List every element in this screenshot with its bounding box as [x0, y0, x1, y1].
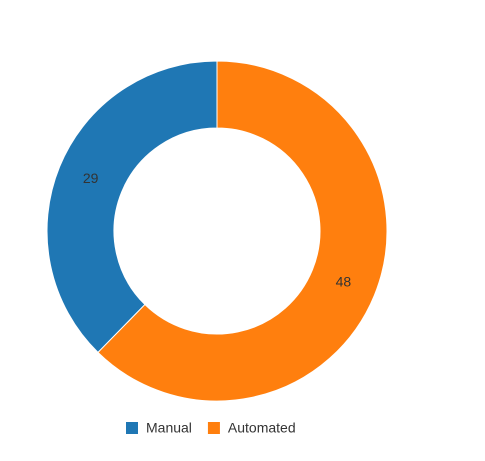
legend-swatch[interactable] — [207, 422, 220, 434]
value-label: 29 — [83, 170, 99, 186]
legend: Manual Automated — [126, 420, 296, 436]
wedge — [97, 60, 388, 402]
legend-swatch[interactable] — [126, 422, 138, 434]
legend-label[interactable]: Automated — [228, 420, 296, 436]
value-label: 48 — [336, 273, 352, 289]
donut: 29 48 — [46, 60, 388, 402]
wedge — [46, 60, 218, 354]
legend-label[interactable]: Manual — [146, 420, 192, 436]
